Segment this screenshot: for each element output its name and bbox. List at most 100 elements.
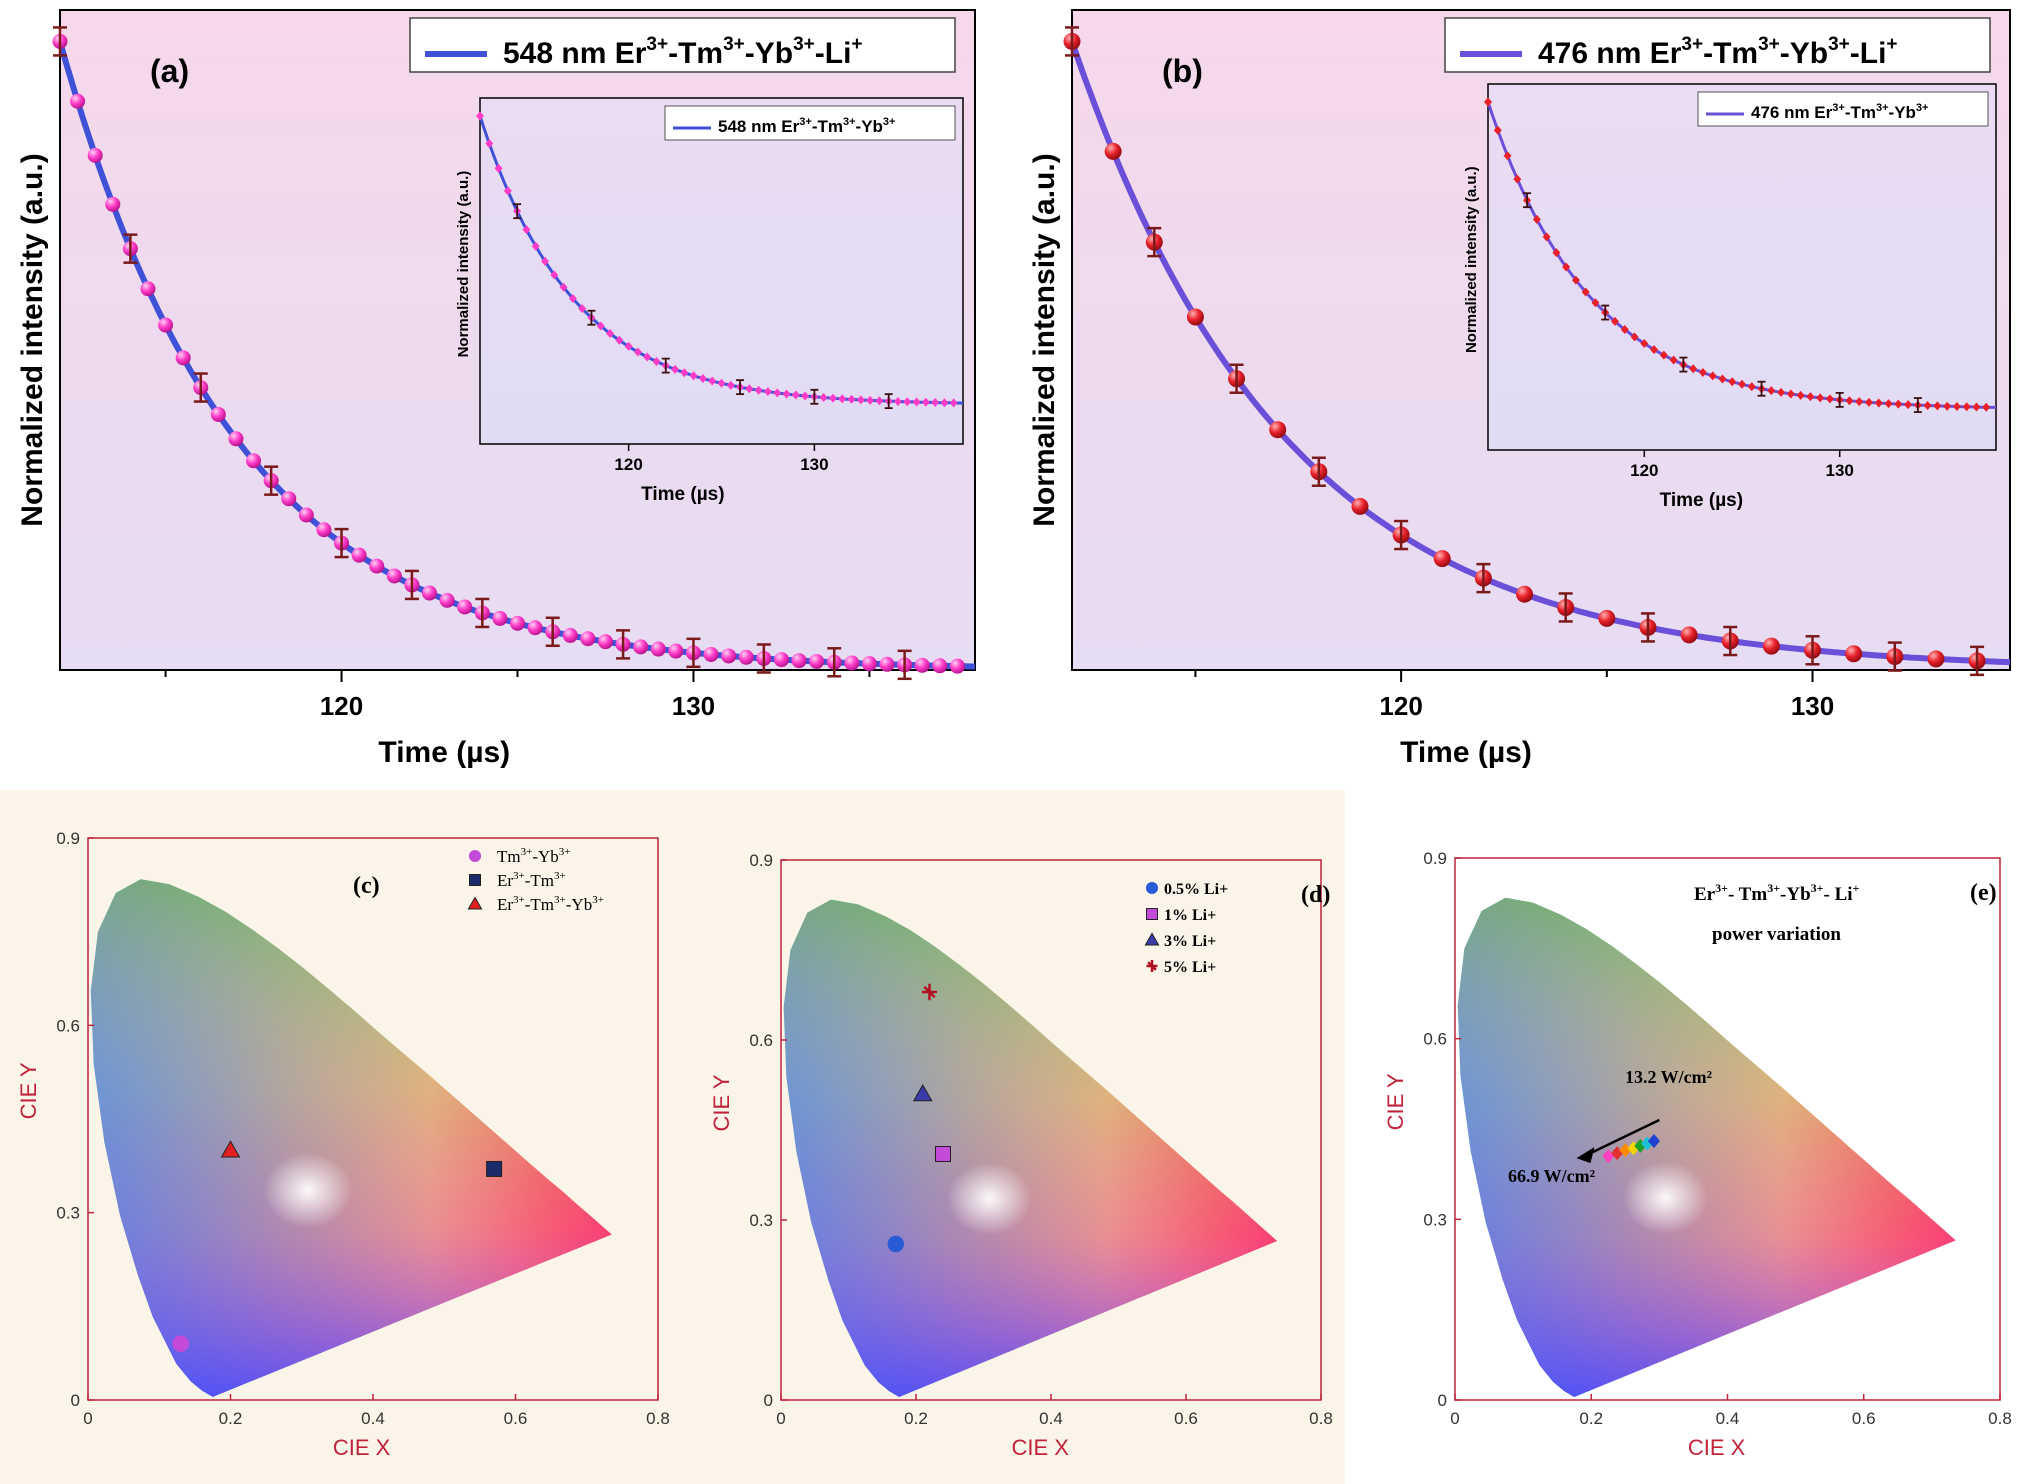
legend: 548 nm Er3+-Tm3+-Yb3+-Li+: [409, 17, 956, 73]
data-point: [316, 522, 332, 538]
superscript: 3+: [592, 894, 604, 906]
inset-data-point: [615, 335, 624, 345]
data-point-1li: [935, 1146, 951, 1162]
legend-marker: [1144, 932, 1160, 946]
inset-data-point: [1591, 298, 1600, 308]
text-run: 476 nm Er: [1538, 37, 1682, 70]
inset-data-point: [550, 270, 559, 280]
data-point: [298, 507, 314, 523]
data-point: [650, 641, 666, 657]
inset-data-point: [903, 397, 912, 407]
panel-label: (e): [1970, 880, 1997, 906]
data-point: [351, 547, 367, 563]
superscript: 3+: [1828, 34, 1850, 55]
data-point: [140, 281, 156, 297]
data-point: [949, 658, 965, 674]
data-point: [1433, 550, 1451, 568]
legend-marker: [469, 874, 481, 886]
inset-data-point: [671, 364, 680, 374]
x-tick-label: 0.6: [504, 1409, 528, 1428]
legend-label: 1% Li+: [1164, 907, 1216, 924]
inset-data-point: [801, 391, 810, 401]
inset-data-point: [1659, 350, 1668, 360]
inset-data-point: [1894, 399, 1903, 409]
y-tick-label: 0.9: [1423, 849, 1447, 868]
superscript: 3+: [1758, 34, 1780, 55]
inset-data-point: [1904, 400, 1913, 410]
inset-data-point: [1933, 401, 1942, 411]
inset-legend-label: 476 nm Er3+-Tm3+-Yb3+: [1751, 102, 1928, 122]
inset-data-point: [921, 397, 930, 407]
inset-legend-box: [1697, 91, 1989, 127]
inset-data-point: [1708, 371, 1717, 381]
text-run: - Li: [1824, 884, 1853, 905]
superscript: 3+: [1916, 102, 1929, 114]
inset-data-point: [931, 398, 940, 408]
data-point-p7: [1647, 1134, 1660, 1149]
x-tick-label: 0.6: [1852, 1409, 1876, 1428]
inset-data-point: [578, 304, 587, 314]
title-line-2: power variation: [1712, 924, 1841, 945]
x-tick-label: 0.2: [904, 1409, 928, 1428]
inset-data-point: [503, 186, 512, 196]
data-point: [105, 196, 121, 212]
superscript: 3+: [554, 870, 566, 882]
inset-data-point: [1513, 174, 1522, 184]
inset-data-point: [1542, 232, 1551, 242]
inset-data-point: [1884, 399, 1893, 409]
text-run: -Tm: [668, 37, 723, 70]
inset-data-point: [1855, 397, 1864, 407]
inset-data-point: [1620, 325, 1629, 335]
inset-plot: 120 130 Time (µs) Normalized intensity (a.u…: [455, 97, 964, 505]
inset-data-point: [1493, 125, 1502, 135]
inset-data-point: [1923, 400, 1932, 410]
y-tick-label: 0.3: [56, 1204, 80, 1223]
text-run: -Yb: [1889, 103, 1916, 122]
inset-data-point: [476, 111, 484, 121]
inset-y-axis-label: Normalized intensity (a.u.): [455, 171, 472, 358]
inset-x-tick-label: 120: [1630, 461, 1658, 480]
inset-data-point: [1532, 214, 1541, 224]
x-tick-label: 0.8: [646, 1409, 670, 1428]
superscript: +: [1853, 881, 1860, 895]
gamut-white-point: [236, 1120, 396, 1256]
superscript: 3+: [793, 34, 815, 55]
inset-data-point: [708, 376, 717, 386]
legend-marker: [1145, 881, 1159, 895]
inset-data-point: [717, 378, 726, 388]
data-point: [738, 649, 754, 665]
data-point: [791, 653, 807, 669]
x-tick-label: 120: [320, 691, 363, 721]
text-run: -Yb: [745, 37, 793, 70]
legend-box: [1444, 17, 1991, 73]
inset-data-point: [1698, 367, 1707, 377]
text-run: - Tm: [1728, 884, 1767, 905]
superscript: 3+: [799, 116, 812, 128]
inset-x-tick-label: 130: [1826, 461, 1854, 480]
superscript: +: [1886, 34, 1897, 55]
inset-legend-label: 548 nm Er3+-Tm3+-Yb3+: [718, 116, 895, 136]
inset-data-point: [1728, 377, 1737, 387]
data-point: [633, 639, 649, 655]
superscript: 3+: [883, 116, 896, 128]
y-tick-label: 0.3: [749, 1211, 773, 1230]
inset-data-point: [773, 388, 782, 398]
legend-label: 0.5% Li+: [1164, 881, 1228, 898]
inset-area: [1487, 83, 1997, 451]
text-run: Tm: [497, 847, 521, 866]
data-point: [1104, 142, 1122, 160]
superscript: 3+: [554, 894, 566, 906]
superscript: +: [851, 34, 862, 55]
data-point: [1351, 497, 1369, 515]
data-point-05li: [887, 1235, 904, 1253]
superscript: 3+: [1767, 881, 1780, 895]
data-point: [70, 93, 86, 109]
inset-data-point: [819, 393, 828, 403]
inset-data-point: [1562, 262, 1571, 272]
inset-data-point: [1962, 402, 1971, 412]
x-tick-label: 0.4: [361, 1409, 385, 1428]
data-point-er3tm3: [486, 1160, 503, 1177]
y-axis-label: CIE Y: [16, 1062, 41, 1119]
data-point: [1845, 645, 1863, 663]
inset-data-point: [643, 352, 652, 362]
